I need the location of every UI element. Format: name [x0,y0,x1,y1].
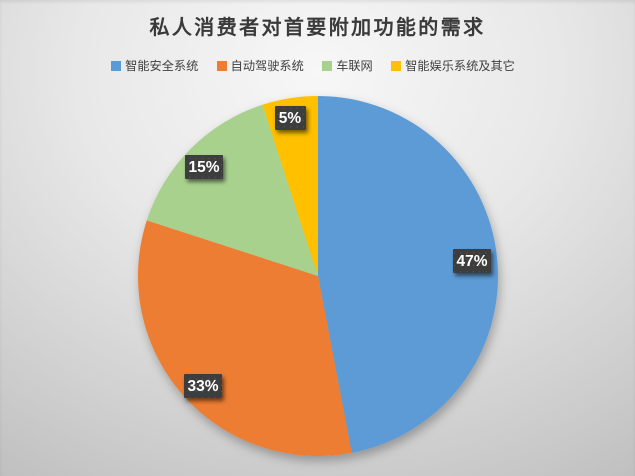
svg-text:15%: 15% [188,159,219,176]
svg-text:33%: 33% [187,378,218,395]
svg-text:47%: 47% [456,253,487,270]
svg-text:5%: 5% [279,110,302,127]
